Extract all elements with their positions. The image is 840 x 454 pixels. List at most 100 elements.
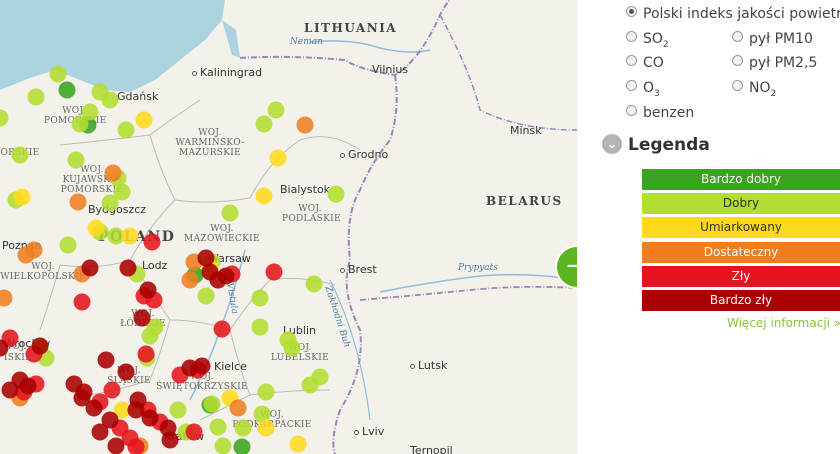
station-marker-umiarkowany[interactable] bbox=[87, 219, 105, 237]
station-marker-dobry[interactable] bbox=[203, 395, 221, 413]
station-marker-dostateczny[interactable] bbox=[69, 193, 87, 211]
station-marker-dobry[interactable] bbox=[253, 405, 271, 423]
station-marker-dostateczny[interactable] bbox=[17, 246, 35, 264]
station-marker-dobry[interactable] bbox=[101, 194, 119, 212]
station-marker-bardzo-zly[interactable] bbox=[0, 339, 9, 357]
station-marker-dobry[interactable] bbox=[251, 318, 269, 336]
station-marker-umiarkowany[interactable] bbox=[257, 419, 275, 437]
station-marker-dobry[interactable] bbox=[11, 146, 29, 164]
station-marker-bardzo-zly[interactable] bbox=[97, 351, 115, 369]
station-marker-umiarkowany[interactable] bbox=[255, 187, 273, 205]
station-marker-bardzo-zly[interactable] bbox=[197, 249, 215, 267]
air-quality-map[interactable]: LITHUANIA POLAND BELARUS Neman Prypyats … bbox=[0, 0, 577, 454]
radio-polski-indeks[interactable]: Polski indeks jakości powietrza bbox=[626, 6, 840, 22]
station-marker-bardzo-zly[interactable] bbox=[133, 309, 151, 327]
station-marker-bardzo-zly[interactable] bbox=[1, 381, 19, 399]
station-marker-dobry[interactable] bbox=[169, 401, 187, 419]
station-marker-zly[interactable] bbox=[143, 233, 161, 251]
station-marker-dobry[interactable] bbox=[0, 109, 9, 127]
station-marker-dobry[interactable] bbox=[311, 368, 329, 386]
station-marker-dobry[interactable] bbox=[49, 65, 67, 83]
station-marker-dostateczny[interactable] bbox=[296, 116, 314, 134]
station-marker-dostateczny[interactable] bbox=[229, 399, 247, 417]
legend-header[interactable]: ⌄ Legenda bbox=[602, 134, 710, 155]
station-marker-umiarkowany[interactable] bbox=[269, 149, 287, 167]
station-marker-dostateczny[interactable] bbox=[181, 271, 199, 289]
station-marker-dobry[interactable] bbox=[59, 236, 77, 254]
station-marker-dobry[interactable] bbox=[234, 419, 252, 437]
station-marker-zly[interactable] bbox=[73, 293, 91, 311]
station-marker-bardzo-zly[interactable] bbox=[91, 423, 109, 441]
radio-icon[interactable] bbox=[626, 80, 637, 91]
station-marker-dobry[interactable] bbox=[67, 151, 85, 169]
station-marker-bardzo-zly[interactable] bbox=[81, 259, 99, 277]
station-marker-bardzo-zly[interactable] bbox=[31, 337, 49, 355]
station-marker-zly[interactable] bbox=[265, 263, 283, 281]
station-marker-dostateczny[interactable] bbox=[104, 164, 122, 182]
radio-icon[interactable] bbox=[732, 80, 743, 91]
station-marker-zly[interactable] bbox=[213, 320, 231, 338]
station-marker-bardzo-zly[interactable] bbox=[119, 259, 137, 277]
station-marker-dobry[interactable] bbox=[71, 115, 89, 133]
next-arrow-button[interactable]: → bbox=[557, 247, 577, 287]
radio-benzen[interactable]: benzen bbox=[626, 105, 694, 121]
radio-so2[interactable]: SO2 bbox=[626, 31, 669, 50]
station-marker-umiarkowany[interactable] bbox=[289, 435, 307, 453]
chevron-down-icon[interactable]: ⌄ bbox=[602, 134, 622, 154]
station-marker-umiarkowany[interactable] bbox=[135, 111, 153, 129]
station-marker-umiarkowany[interactable] bbox=[113, 401, 131, 419]
radio-icon[interactable] bbox=[732, 31, 743, 42]
station-marker-dobry[interactable] bbox=[141, 327, 159, 345]
station-marker-dobry[interactable] bbox=[197, 287, 215, 305]
radio-o3[interactable]: O3 bbox=[626, 80, 660, 99]
station-marker-dobry[interactable] bbox=[101, 91, 119, 109]
radio-co[interactable]: CO bbox=[626, 55, 664, 71]
station-marker-dobry[interactable] bbox=[107, 227, 125, 245]
station-marker-dobry[interactable] bbox=[255, 115, 273, 133]
station-marker-umiarkowany[interactable] bbox=[13, 188, 31, 206]
radio-pm10[interactable]: pył PM10 bbox=[732, 31, 813, 47]
station-marker-dobry[interactable] bbox=[327, 185, 345, 203]
radio-no2[interactable]: NO2 bbox=[732, 80, 776, 99]
station-marker-dobry[interactable] bbox=[81, 103, 99, 121]
station-marker-dobry[interactable] bbox=[283, 339, 301, 357]
station-marker-dobry[interactable] bbox=[267, 101, 285, 119]
station-marker-bardzo-zly[interactable] bbox=[139, 281, 157, 299]
station-marker-dobry[interactable] bbox=[221, 204, 239, 222]
station-marker-bardzo-zly[interactable] bbox=[161, 431, 179, 449]
station-marker-dobry[interactable] bbox=[214, 437, 232, 454]
city-lodz: Lodz bbox=[142, 259, 168, 272]
radio-icon[interactable] bbox=[626, 105, 637, 116]
radio-icon[interactable] bbox=[626, 55, 637, 66]
station-marker-bardzo-zly[interactable] bbox=[129, 391, 147, 409]
station-marker-dostateczny[interactable] bbox=[0, 289, 13, 307]
station-marker-dobry[interactable] bbox=[117, 121, 135, 139]
station-marker-bardzo-zly[interactable] bbox=[75, 383, 93, 401]
station-marker-bardzo-zly[interactable] bbox=[141, 409, 159, 427]
station-marker-umiarkowany[interactable] bbox=[121, 227, 139, 245]
station-marker-zly[interactable] bbox=[103, 381, 121, 399]
station-marker-dobry[interactable] bbox=[113, 183, 131, 201]
station-marker-bardzo-zly[interactable] bbox=[117, 363, 135, 381]
radio-icon[interactable] bbox=[626, 31, 637, 42]
station-marker-bardzo-zly[interactable] bbox=[193, 357, 211, 375]
station-marker-bardzo-dobry[interactable] bbox=[58, 81, 76, 99]
station-marker-dobry[interactable] bbox=[209, 418, 227, 436]
station-marker-bardzo-dobry[interactable] bbox=[233, 438, 251, 454]
station-marker-dobry[interactable] bbox=[251, 289, 269, 307]
country-label-belarus: BELARUS bbox=[486, 194, 563, 208]
station-marker-bardzo-zly[interactable] bbox=[85, 399, 103, 417]
station-marker-bardzo-zly[interactable] bbox=[107, 437, 125, 454]
station-marker-dobry[interactable] bbox=[257, 383, 275, 401]
station-marker-bardzo-zly[interactable] bbox=[101, 411, 119, 429]
radio-icon[interactable] bbox=[732, 55, 743, 66]
more-info-link[interactable]: Więcej informacji » bbox=[727, 316, 840, 330]
station-marker-dobry[interactable] bbox=[27, 88, 45, 106]
station-marker-zly[interactable] bbox=[185, 423, 203, 441]
station-marker-bardzo-zly[interactable] bbox=[19, 377, 37, 395]
station-marker-bardzo-zly[interactable] bbox=[217, 267, 235, 285]
station-marker-zly[interactable] bbox=[137, 345, 155, 363]
station-marker-dobry[interactable] bbox=[305, 275, 323, 293]
radio-icon[interactable] bbox=[626, 6, 637, 17]
radio-pm25[interactable]: pył PM2,5 bbox=[732, 55, 817, 71]
